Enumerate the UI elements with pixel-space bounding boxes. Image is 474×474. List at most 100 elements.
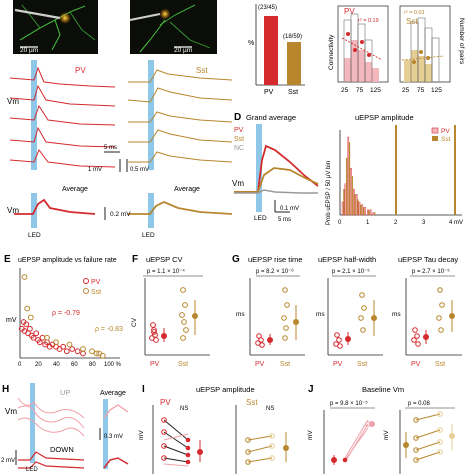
e-xtick: 60 <box>71 362 78 368</box>
hist-bar-sst <box>351 176 353 215</box>
hist-legend-pv: PV <box>441 128 450 135</box>
g-xtick: Sst <box>357 361 367 368</box>
e-xtick: 100 % <box>104 362 122 368</box>
scatter-point-sst <box>93 350 100 357</box>
panel-f: F uEPSP CV p = 1.1 × 10⁻⁴ CV PV Sst <box>131 254 210 368</box>
hist-bar-sst <box>357 199 359 215</box>
led-right: LED <box>142 232 155 239</box>
j-ylabel: mV <box>383 430 390 440</box>
i-pairs-pv <box>161 417 203 467</box>
i-sst: Sst <box>246 398 258 407</box>
panel-letter-d: D <box>234 112 241 123</box>
scale-label: 20 µm <box>174 47 192 54</box>
f-ylabel: CV <box>131 317 138 327</box>
hist-bar-pv <box>358 201 361 216</box>
hist-bar-sst <box>368 209 370 215</box>
hist-bar-pv <box>364 206 366 216</box>
hist-bar-sst <box>362 207 365 215</box>
scatter-point-pv <box>33 330 40 337</box>
vm-label: Vm <box>7 206 19 215</box>
panel-e-scatter: E uEPSP amplitude vs failure rate mV PV … <box>4 254 123 368</box>
h-down: DOWN <box>50 445 74 454</box>
panel-letter-j: J <box>308 384 314 395</box>
panel-g: G uEPSP rise time uEPSP half-width uEPSP… <box>232 254 462 368</box>
conn-sst-r2: r² = 0.01 <box>404 10 425 16</box>
hist-bar-sst <box>395 125 397 215</box>
g-xtick: PV <box>255 361 265 368</box>
j-ylabel: mV <box>307 430 314 440</box>
g-ylabel: ms <box>392 311 401 318</box>
legend-nc: NC <box>234 145 244 152</box>
hist-bar-sst <box>343 189 345 215</box>
bar-xtick-pv: PV <box>264 89 274 96</box>
hist-ylabel: Prob uEPSP / 50 µV bin <box>326 161 332 225</box>
panel-letter-i: I <box>142 384 145 395</box>
f-points-sst <box>179 287 198 341</box>
micrograph-sst: 20 µm <box>129 0 217 54</box>
average-traces: Average Average Vm 0.2 mV LED LED <box>7 186 233 239</box>
hist-bar-pv <box>341 201 344 216</box>
e-xtick: 80 <box>89 362 96 368</box>
e-ylabel: mV <box>6 317 17 324</box>
scatter-point-sst <box>99 352 106 359</box>
f-points-pv <box>149 322 167 343</box>
g-means <box>267 300 455 345</box>
panel-d-grand-average: D Grand average PV Sst NC Vm 0.1 mV 5 ms… <box>232 112 319 223</box>
scatter-point-sst <box>21 274 28 280</box>
g-title-3: uEPSP Tau decay <box>398 255 458 264</box>
panel-letter-f: F <box>132 254 138 265</box>
scatter-point-pv <box>69 346 76 352</box>
hist-xtick: 0 <box>338 220 342 226</box>
avg-scale: 0.2 mV <box>110 211 131 218</box>
i-ns1: NS <box>180 406 188 412</box>
f-xtick-sst: Sst <box>178 361 188 368</box>
conn-pv-label: PV <box>344 7 355 16</box>
e-rho-pv: ρ = -0.79 <box>52 310 80 317</box>
conn-xtick: 125 <box>431 87 442 94</box>
hist-bar-sst <box>374 212 376 215</box>
conn-ylabel-left: Connectivity <box>328 34 335 70</box>
avg-right: Average <box>174 186 200 193</box>
grand-title: Grand average <box>246 113 296 122</box>
e-xtick: 40 <box>53 362 60 368</box>
g-p-1: p = 8.2 × 10⁻⁶ <box>256 268 294 275</box>
j-p2: p = 0.08 <box>408 401 431 407</box>
hist-bar-pv <box>353 188 355 216</box>
hist-bar-sst <box>354 194 356 215</box>
vm-label: Vm <box>7 97 19 106</box>
panel-letter-e: E <box>4 254 11 265</box>
scatter-point-pv <box>27 325 33 332</box>
i-ylabel: mV <box>138 430 145 440</box>
hist-bar-sst <box>346 157 348 215</box>
scatter-point-pv <box>63 348 70 355</box>
e-title: uEPSP amplitude vs failure rate <box>18 257 117 264</box>
bar-pv <box>264 16 278 85</box>
panel-letter-g: G <box>232 254 240 265</box>
e-xtick: 0 <box>18 362 22 368</box>
i-pv: PV <box>160 398 171 407</box>
h-up: UP <box>60 388 70 397</box>
scatter-point-sst <box>53 339 59 346</box>
f-p: p = 1.1 × 10⁻⁴ <box>147 268 185 275</box>
hist-legend-sst: Sst <box>441 136 451 143</box>
g-xtick: PV <box>411 361 421 368</box>
conn-xtick: 25 <box>402 87 410 94</box>
bar-xtick-sst: Sst <box>288 89 298 96</box>
scatter-point-pv <box>36 339 43 346</box>
conn-xtick: 75 <box>356 87 364 94</box>
hist-xtick: 1 <box>366 220 370 226</box>
connectivity-distance-chart: PV r² = 0.19 r² = 0.01 Sst Connectivity … <box>328 5 465 94</box>
g-title-2: uEPSP half-width <box>318 255 376 264</box>
hist-bar-pv <box>350 167 352 216</box>
hist-bar-pv <box>369 209 372 216</box>
scale-left: 1 mV <box>88 167 102 173</box>
f-xtick-pv: PV <box>150 361 160 368</box>
conn-ylabel-right: Number of pairs <box>458 18 465 65</box>
scatter-point-pv <box>74 348 81 355</box>
avg-left: Average <box>62 186 88 193</box>
scatter-point-sst <box>27 314 34 321</box>
i-pairs-sst <box>245 432 289 465</box>
hist-bar-pv <box>367 209 369 216</box>
scatter-point-pv <box>60 343 67 350</box>
